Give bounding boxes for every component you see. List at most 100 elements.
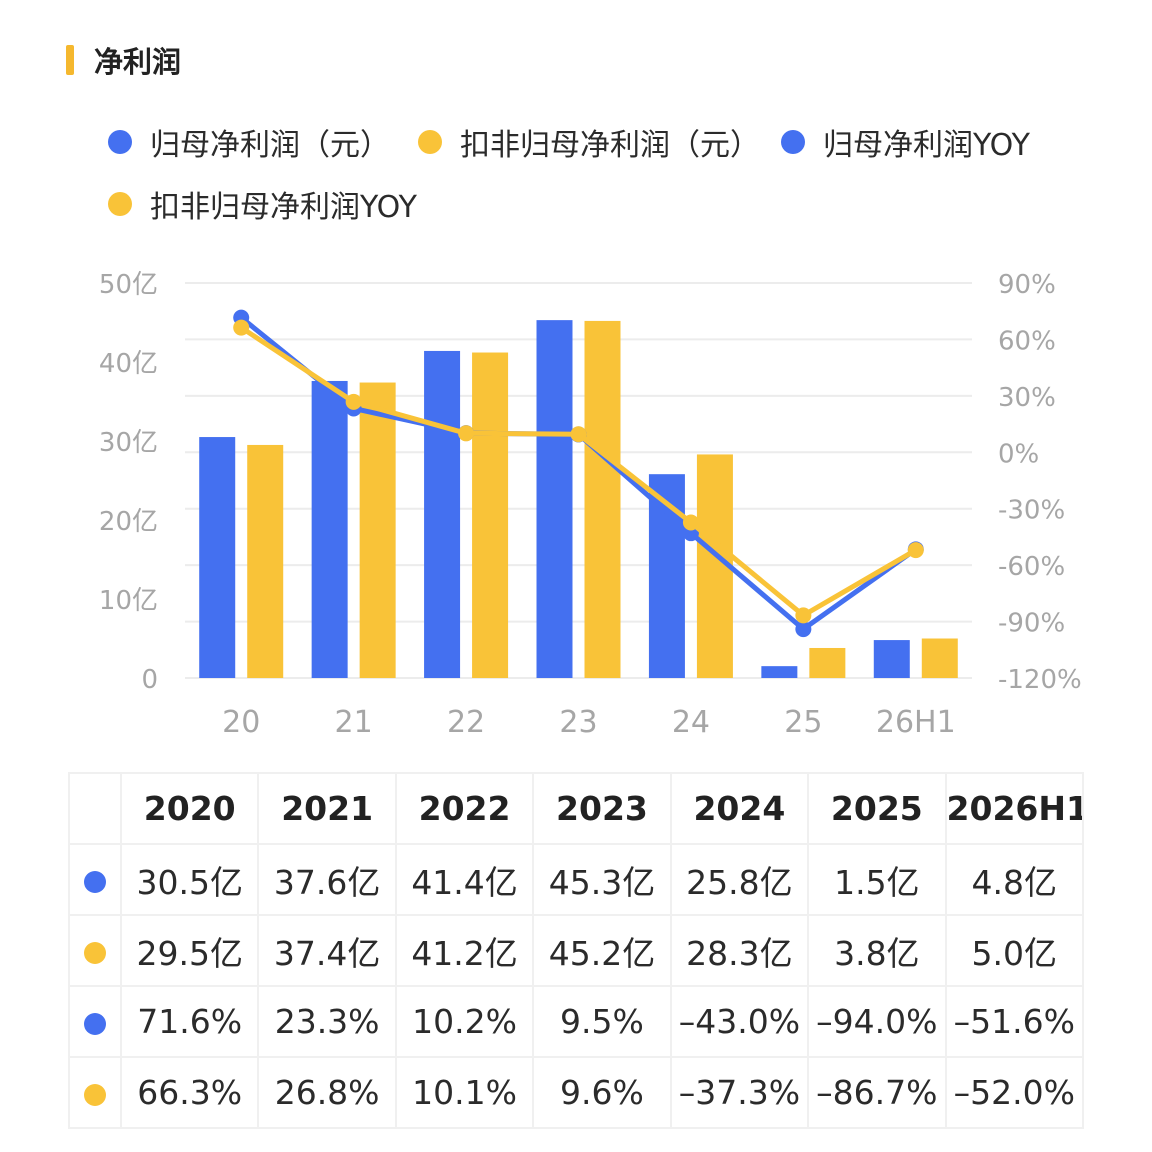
legend-label: 归母净利润（元） [150, 128, 390, 163]
bar-parent-net-profit [648, 474, 685, 678]
table-header-cell: 2025 [807, 772, 947, 845]
bar-deducted-net-profit [359, 382, 396, 678]
legend-item-deducted-net-profit[interactable]: 扣非归母净利润（元） [418, 120, 760, 164]
legend-dot-icon [108, 192, 132, 216]
table-cell: 30.5亿 [119, 843, 260, 916]
left-axis-tick-label: 30亿 [99, 428, 158, 458]
x-axis-tick-label: 22 [447, 705, 485, 740]
legend-label: 扣非归母净利润（元） [460, 128, 760, 163]
right-axis-tick-label: 90% [998, 270, 1056, 300]
table-cell: 45.3亿 [532, 843, 672, 916]
x-axis-tick-label: 20 [222, 705, 260, 740]
table-row: 30.5亿 37.6亿 41.4亿 45.3亿 25.8亿 1.5亿 4.8亿 [68, 843, 1085, 916]
bar-deducted-net-profit [584, 320, 621, 678]
table-cell: 23.3% [257, 985, 397, 1058]
table-row: 71.6% 23.3% 10.2% 9.5% –43.0% –94.0% –51… [68, 985, 1085, 1058]
bar-deducted-net-profit [809, 647, 846, 678]
table-cell: 4.8亿 [944, 843, 1085, 916]
table-cell: –52.0% [944, 1056, 1085, 1129]
point-parent-net-profit-yoy [795, 621, 812, 638]
table-cell: 29.5亿 [119, 914, 260, 987]
right-axis-tick-label: 60% [998, 326, 1056, 356]
right-axis-tick-label: -120% [998, 665, 1082, 695]
table-cell: 26.8% [257, 1056, 397, 1129]
legend-item-parent-net-profit[interactable]: 归母净利润（元） [108, 120, 390, 164]
net-profit-data-table: 2020 2021 2022 2023 2024 2025 2026H1 30.… [68, 772, 1085, 1129]
table-row: 66.3% 26.8% 10.1% 9.6% –37.3% –86.7% –52… [68, 1056, 1085, 1129]
bar-deducted-net-profit [247, 444, 284, 678]
left-axis-tick-label: 10亿 [99, 586, 158, 616]
net-profit-combo-chart: 0 10亿 20亿 30亿 40亿 50亿 -120% -90% -60% -30% 0% 30% 60… [99, 270, 1082, 740]
legend-dot-icon [418, 130, 442, 154]
table-cell: 41.4亿 [394, 843, 535, 916]
table-cell: –43.0% [669, 985, 810, 1058]
row-dot-icon [84, 1083, 106, 1106]
bar-deducted-net-profit [921, 638, 958, 678]
table-cell: 10.1% [394, 1056, 535, 1129]
bar-parent-net-profit [311, 380, 348, 678]
x-axis-tick-label: 25 [784, 705, 822, 740]
left-axis-tick-label: 50亿 [99, 270, 158, 300]
legend-label: 归母净利润YOY [823, 128, 1030, 163]
table-header-row: 2020 2021 2022 2023 2024 2025 2026H1 [68, 772, 1085, 845]
table-cell: –37.3% [669, 1056, 810, 1129]
table-header-cell: 2021 [257, 772, 397, 845]
point-deducted-net-profit-yoy [682, 514, 699, 531]
x-axis-tick-label: 23 [559, 705, 597, 740]
x-axis-tick-label: 21 [335, 705, 373, 740]
table-cell: 10.2% [394, 985, 535, 1058]
row-dot-icon [84, 870, 106, 893]
right-axis-tick-label: 0% [998, 439, 1039, 469]
table-cell: –94.0% [807, 985, 947, 1058]
table-cell: 9.5% [532, 985, 672, 1058]
table-corner-cell [68, 772, 122, 845]
legend-item-deducted-net-profit-yoy[interactable]: 扣非归母净利润YOY [108, 182, 417, 226]
x-axis-tick-label: 24 [672, 705, 710, 740]
point-deducted-net-profit-yoy [570, 426, 587, 443]
bar-deducted-net-profit [472, 352, 509, 678]
point-deducted-net-profit-yoy [907, 542, 924, 559]
section-accent-bar [66, 45, 74, 75]
left-axis-tick-label: 40亿 [99, 349, 158, 379]
table-cell: –86.7% [807, 1056, 947, 1129]
table-cell: 45.2亿 [532, 914, 672, 987]
table-cell: 37.6亿 [257, 843, 397, 916]
left-axis-tick-label: 20亿 [99, 507, 158, 537]
table-cell: –51.6% [944, 985, 1085, 1058]
bar-parent-net-profit [199, 437, 236, 678]
section-title: 净利润 [94, 45, 182, 79]
table-cell: 1.5亿 [807, 843, 947, 916]
table-cell: 66.3% [119, 1056, 260, 1129]
section-header: 净利润 [66, 40, 181, 80]
legend-dot-icon [108, 130, 132, 154]
table-header-cell: 2020 [119, 772, 260, 845]
left-axis-tick-label: 0 [141, 665, 158, 695]
bar-parent-net-profit [761, 666, 798, 678]
point-deducted-net-profit-yoy [233, 319, 250, 336]
bar-parent-net-profit [536, 320, 573, 678]
table-header-cell: 2026H1 [944, 772, 1085, 845]
point-deducted-net-profit-yoy [795, 607, 812, 624]
table-header-cell: 2024 [669, 772, 810, 845]
right-axis-tick-label: -30% [998, 496, 1065, 526]
right-axis-tick-label: 30% [998, 383, 1056, 413]
legend-dot-icon [781, 130, 805, 154]
table-row: 29.5亿 37.4亿 41.2亿 45.2亿 28.3亿 3.8亿 5.0亿 [68, 914, 1085, 987]
point-deducted-net-profit-yoy [458, 425, 475, 442]
x-axis-tick-label: 26H1 [876, 705, 956, 740]
row-dot-icon [84, 1012, 106, 1035]
table-header-cell: 2023 [532, 772, 672, 845]
table-cell: 28.3亿 [669, 914, 810, 987]
right-axis-tick-label: -60% [998, 552, 1065, 582]
table-cell: 37.4亿 [257, 914, 397, 987]
table-cell: 3.8亿 [807, 914, 947, 987]
table-cell: 5.0亿 [944, 914, 1085, 987]
table-cell: 71.6% [119, 985, 260, 1058]
legend-label: 扣非归母净利润YOY [150, 190, 417, 225]
point-deducted-net-profit-yoy [345, 393, 362, 410]
bar-parent-net-profit [424, 350, 461, 678]
bar-parent-net-profit [873, 640, 910, 678]
legend-item-parent-net-profit-yoy[interactable]: 归母净利润YOY [781, 120, 1030, 164]
right-axis-tick-label: -90% [998, 609, 1065, 639]
